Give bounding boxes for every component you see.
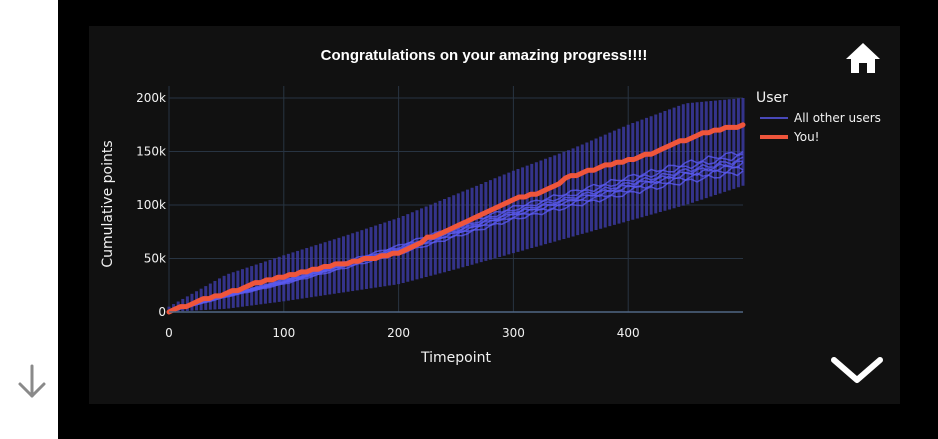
- you-series-line: [166, 122, 746, 315]
- others-series-line: [168, 153, 744, 313]
- home-icon[interactable]: [843, 40, 883, 76]
- left-margin: [0, 0, 58, 439]
- legend-swatch-you: [760, 135, 788, 139]
- chevron-down-icon[interactable]: [829, 352, 885, 386]
- x-tick-label: 300: [502, 326, 525, 340]
- y-tick-label: 150k: [136, 145, 166, 159]
- x-axis-label: Timepoint: [421, 350, 491, 366]
- legend-swatch-others: [760, 117, 788, 119]
- x-tick-label: 200: [387, 326, 410, 340]
- y-tick-label: 200k: [136, 91, 166, 105]
- legend-item-others[interactable]: All other users: [760, 111, 881, 125]
- page-title: Congratulations on your amazing progress…: [320, 47, 648, 64]
- x-tick-label: 0: [165, 326, 173, 340]
- x-tick-label: 400: [617, 326, 640, 340]
- y-tick-label: 50k: [144, 252, 166, 266]
- y-tick-label: 100k: [136, 198, 166, 212]
- x-tick-label: 100: [272, 326, 295, 340]
- legend-label-you: You!: [794, 130, 820, 144]
- y-tick-label: 0: [158, 305, 166, 319]
- legend-title: User: [756, 90, 788, 106]
- legend-item-you[interactable]: You!: [760, 130, 820, 144]
- legend-label-others: All other users: [794, 111, 881, 125]
- y-axis-label: Cumulative points: [100, 140, 116, 268]
- arrow-down-icon[interactable]: [14, 362, 50, 402]
